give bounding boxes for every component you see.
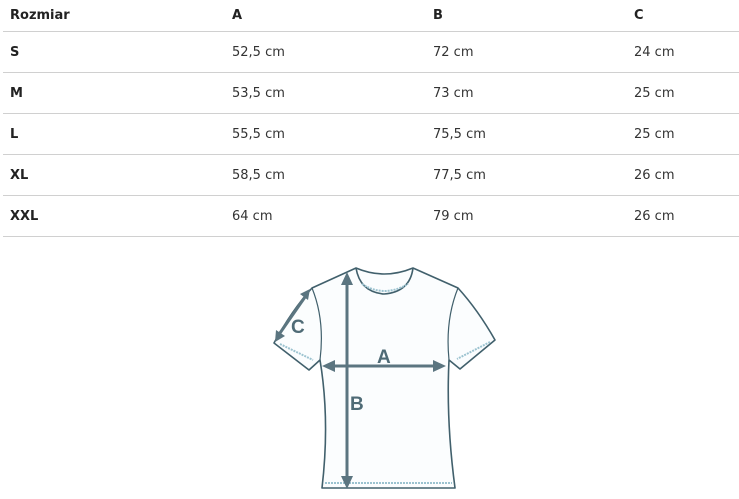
table-header-row: Rozmiar A B C bbox=[3, 0, 739, 32]
header-c: C bbox=[627, 0, 739, 32]
label-c: C bbox=[291, 317, 305, 338]
table-row: S 52,5 cm 72 cm 24 cm bbox=[3, 31, 739, 73]
cell-size: L bbox=[3, 113, 225, 155]
arrow-a-left bbox=[322, 360, 335, 372]
neckline bbox=[355, 267, 414, 295]
cell-size: XL bbox=[3, 154, 225, 196]
arrow-b-top bbox=[341, 272, 353, 285]
arrow-b-bottom bbox=[341, 476, 353, 489]
cell-size: S bbox=[3, 31, 225, 73]
arrow-c-bottom bbox=[275, 330, 285, 342]
arrow-a-right bbox=[433, 360, 446, 372]
cell-c: 24 cm bbox=[627, 31, 739, 73]
cell-size: XXL bbox=[3, 195, 225, 237]
cell-a: 64 cm bbox=[225, 195, 426, 237]
table-row: XL 58,5 cm 77,5 cm 26 cm bbox=[3, 154, 739, 196]
cell-b: 72 cm bbox=[426, 31, 627, 73]
cell-size: M bbox=[3, 72, 225, 114]
table-row: M 53,5 cm 73 cm 25 cm bbox=[3, 72, 739, 114]
header-b: B bbox=[426, 0, 627, 32]
header-a: A bbox=[225, 0, 426, 32]
cell-b: 73 cm bbox=[426, 72, 627, 114]
cell-b: 77,5 cm bbox=[426, 154, 627, 196]
table-row: XXL 64 cm 79 cm 26 cm bbox=[3, 195, 739, 237]
cell-b: 75,5 cm bbox=[426, 113, 627, 155]
cell-c: 25 cm bbox=[627, 113, 739, 155]
label-a: A bbox=[377, 347, 391, 368]
cell-c: 26 cm bbox=[627, 195, 739, 237]
cell-a: 55,5 cm bbox=[225, 113, 426, 155]
table-row: L 55,5 cm 75,5 cm 25 cm bbox=[3, 113, 739, 155]
arrow-c-top bbox=[300, 289, 310, 300]
cell-b: 79 cm bbox=[426, 195, 627, 237]
cell-c: 26 cm bbox=[627, 154, 739, 196]
label-b: B bbox=[350, 394, 364, 415]
cell-a: 58,5 cm bbox=[225, 154, 426, 196]
cell-a: 53,5 cm bbox=[225, 72, 426, 114]
tshirt-body bbox=[273, 267, 496, 489]
cell-a: 52,5 cm bbox=[225, 31, 426, 73]
size-table: Rozmiar A B C S 52,5 cm 72 cm 24 cm M 53,5 cm… bbox=[3, 0, 739, 237]
header-size: Rozmiar bbox=[3, 0, 225, 32]
cell-c: 25 cm bbox=[627, 72, 739, 114]
